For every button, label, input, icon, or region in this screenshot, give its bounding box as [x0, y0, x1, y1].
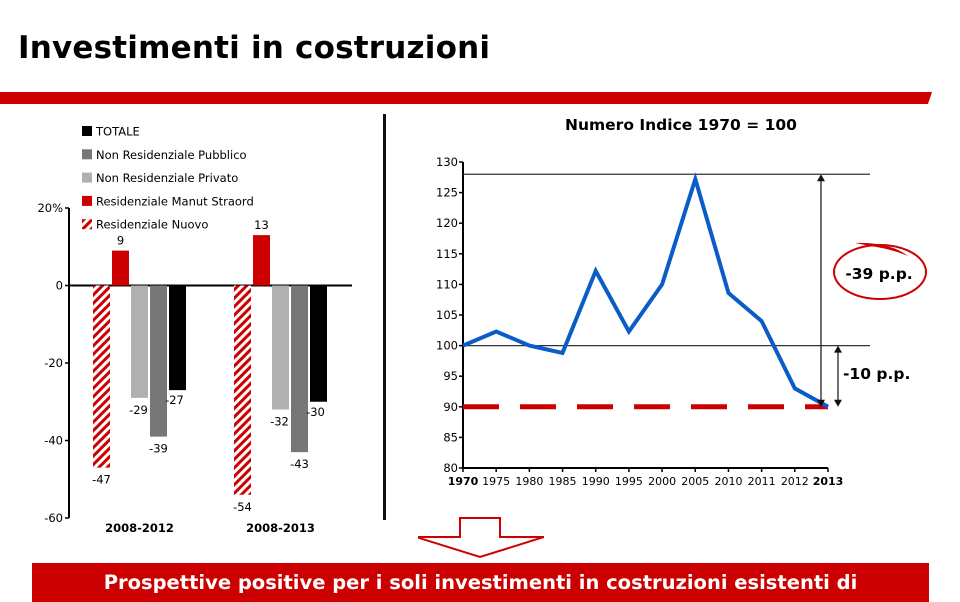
bar [234, 285, 251, 495]
y-tick-label: 100 [436, 339, 458, 353]
x-tick-label: 2000 [648, 475, 676, 488]
annotation-label: -39 p.p. [845, 265, 912, 283]
line-chart: Numero Indice 1970 = 100 130 125 120 115 110… [436, 116, 927, 488]
bar-value-label: 9 [117, 234, 124, 248]
bar [310, 285, 327, 402]
y-tick-label: -60 [44, 511, 63, 525]
annotation-label: -10 p.p. [843, 365, 910, 383]
y-tick-label: 105 [436, 308, 458, 322]
x-tick-label: 1980 [515, 475, 543, 488]
x-tick-label: 2013 [813, 475, 844, 488]
bar [112, 250, 129, 286]
y-tick-label: 0 [56, 279, 63, 293]
conclusion-banner: Prospettive positive per i soli investim… [32, 563, 929, 602]
bar [253, 235, 270, 286]
y-tick-label: 90 [443, 400, 458, 414]
y-tick-label: -20 [44, 356, 63, 370]
bar-value-label: -29 [129, 403, 148, 417]
x-tick-label: 2011 [748, 475, 776, 488]
bar-chart: 20% 0 -20 -40 -60 -47 9 -29 -39 -27 2008-2012 -54 1… [37, 125, 352, 535]
y-tick-label: 120 [436, 216, 458, 230]
bar [272, 285, 289, 410]
legend-swatch [82, 172, 92, 183]
y-tick-label: 80 [443, 461, 458, 475]
x-tick-label: 2005 [681, 475, 709, 488]
y-tick-label: 85 [443, 430, 458, 444]
bar [169, 285, 186, 391]
legend-swatch [82, 149, 92, 160]
down-arrow-icon [418, 517, 544, 559]
bar-value-label: -39 [149, 442, 168, 456]
y-tick-label: 95 [443, 369, 458, 383]
y-tick-label: 125 [436, 186, 458, 200]
x-tick-label: 1990 [582, 475, 610, 488]
x-tick-label: 1995 [615, 475, 643, 488]
page-title: Investimenti in costruzioni [18, 30, 491, 66]
x-tick-label: 1975 [482, 475, 510, 488]
legend-label: Non Residenziale Privato [96, 171, 238, 185]
legend-swatch [82, 126, 92, 136]
bar-value-label: -54 [233, 500, 252, 514]
legend-label: Residenziale Manut Straord [96, 194, 254, 208]
panel-divider [383, 114, 386, 520]
legend-label: Non Residenziale Pubblico [96, 148, 247, 162]
bar-value-label: -43 [290, 457, 309, 471]
bar-value-label: 13 [254, 218, 269, 232]
conclusion-text: Prospettive positive per i soli investim… [103, 571, 858, 594]
bar-value-label: -27 [165, 393, 184, 407]
legend-label: TOTALE [95, 125, 140, 139]
index-series-line [462, 172, 829, 409]
legend-label: Residenziale Nuovo [96, 218, 208, 232]
bar [291, 285, 308, 453]
y-tick-label: -40 [44, 434, 63, 448]
y-tick-label: 20% [37, 201, 63, 215]
bar [131, 285, 148, 398]
x-tick-label: 2012 [781, 475, 809, 488]
y-tick-label: 130 [436, 155, 458, 169]
x-category-label: 2008-2013 [246, 521, 315, 535]
x-tick-label: 2010 [714, 475, 742, 488]
x-tick-label: 1985 [549, 475, 577, 488]
legend-swatch [82, 195, 92, 206]
bar-value-label: -32 [270, 415, 289, 429]
arrowhead-up [817, 174, 825, 182]
highlight-swoosh [855, 242, 908, 256]
arrowhead-up [834, 345, 842, 353]
bar-value-label: -30 [306, 405, 325, 419]
x-tick-label: 1970 [448, 475, 479, 488]
line-chart-title: Numero Indice 1970 = 100 [565, 116, 797, 134]
header-red-stripe [0, 92, 932, 104]
bar [150, 285, 167, 437]
y-tick-label: 110 [436, 277, 458, 291]
arrowhead-down [817, 399, 825, 407]
bar [93, 285, 110, 468]
y-tick-label: 115 [436, 247, 458, 261]
legend-swatch [82, 219, 92, 230]
x-category-label: 2008-2012 [105, 521, 174, 535]
arrowhead-down [834, 399, 842, 407]
bar-value-label: -47 [92, 473, 111, 487]
